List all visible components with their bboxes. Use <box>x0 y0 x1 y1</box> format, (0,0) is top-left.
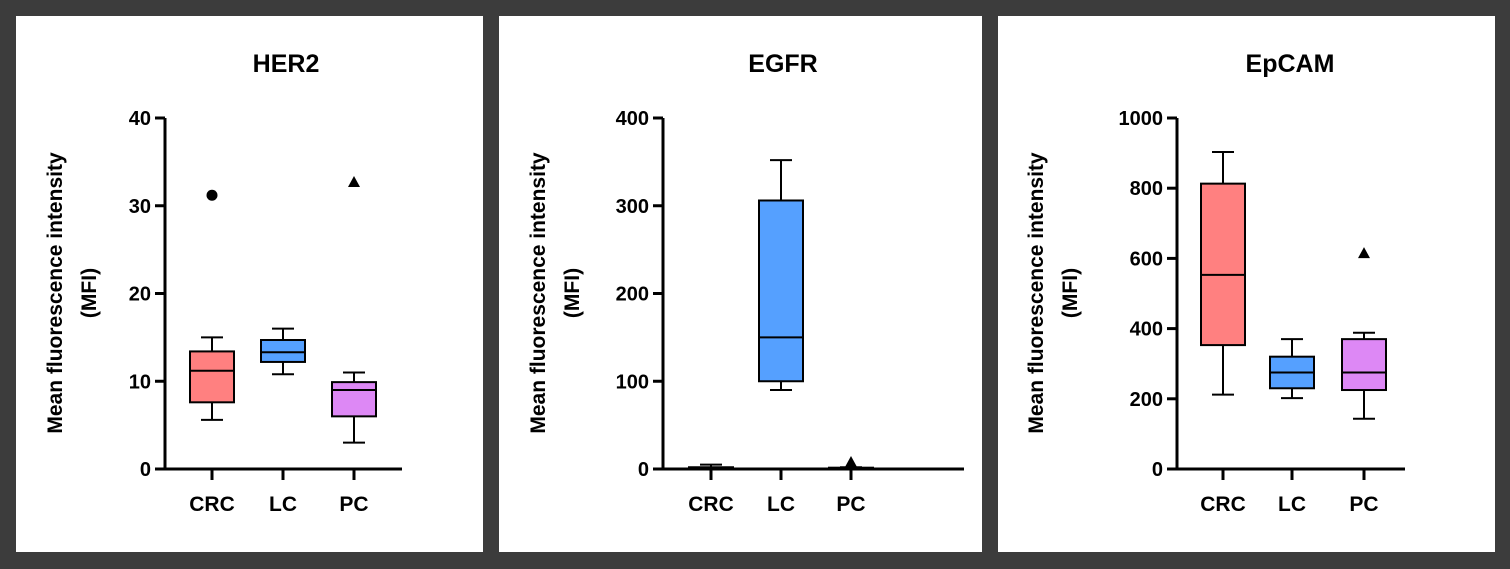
panel-background <box>499 16 982 552</box>
box-iqr <box>189 350 235 404</box>
chart-panel-her2: HER2 Mean fluorescence intensity (MFI) 0 10 2… <box>16 16 483 552</box>
box-iqr <box>758 199 804 383</box>
chart-title: EpCAM <box>1246 50 1335 78</box>
y-tick-label: 0 <box>1152 459 1163 481</box>
box-crc <box>1200 151 1246 396</box>
x-tick-label: PC <box>1349 493 1378 516</box>
box-pc <box>1341 247 1387 420</box>
box-pc <box>331 176 377 444</box>
box-lc <box>260 327 306 376</box>
x-tick-label: LC <box>269 493 297 516</box>
x-tick-label: CRC <box>189 493 235 516</box>
y-tick-label: 30 <box>129 196 151 218</box>
outlier-point <box>845 455 857 467</box>
y-axis-label-unit: (MFI) <box>78 268 101 318</box>
x-tick-label: LC <box>767 493 795 516</box>
chart-panel-egfr: EGFR Mean fluorescence intensity (MFI) 0 100… <box>499 16 982 552</box>
chart-title: HER2 <box>253 50 320 78</box>
y-tick-label: 800 <box>1130 178 1163 200</box>
y-tick-label: 1000 <box>1119 108 1164 130</box>
y-tick-label: 400 <box>1130 319 1163 341</box>
chart-title: EGFR <box>748 50 817 78</box>
y-tick-label: 400 <box>616 108 649 130</box>
box-iqr <box>260 339 306 363</box>
y-axis-label: Mean fluorescence intensity <box>44 152 67 434</box>
y-tick-label: 300 <box>616 196 649 218</box>
y-axis-label-unit: (MFI) <box>1059 268 1082 318</box>
y-tick-label: 600 <box>1130 248 1163 270</box>
box-crc <box>189 189 235 421</box>
y-tick-label: 0 <box>638 459 649 481</box>
x-tick-label: CRC <box>1200 493 1246 516</box>
box-pc <box>828 455 874 470</box>
outlier-point <box>206 189 218 201</box>
box-iqr <box>1341 338 1387 392</box>
y-tick-label: 200 <box>616 284 649 306</box>
outlier-point <box>1358 247 1370 259</box>
y-axis-label: Mean fluorescence intensity <box>1025 152 1048 434</box>
y-tick-label: 10 <box>129 371 151 393</box>
box-iqr <box>331 381 377 418</box>
y-axis-label: Mean fluorescence intensity <box>527 152 550 434</box>
y-tick-label: 100 <box>616 371 649 393</box>
y-tick-label: 20 <box>129 284 151 306</box>
y-axis-label-unit: (MFI) <box>561 268 584 318</box>
box-lc <box>758 159 804 392</box>
x-tick-label: PC <box>339 493 368 516</box>
outlier-point <box>348 176 360 188</box>
box-crc <box>688 463 734 470</box>
panel-background <box>16 16 483 552</box>
y-tick-label: 200 <box>1130 389 1163 411</box>
chart-panel-epcam: EpCAM Mean fluorescence intensity (MFI) 0 20… <box>998 16 1495 552</box>
y-tick-label: 0 <box>140 459 151 481</box>
x-tick-label: CRC <box>688 493 734 516</box>
y-tick-label: 40 <box>129 108 151 130</box>
box-iqr <box>1200 182 1246 347</box>
box-lc <box>1269 338 1315 400</box>
x-tick-label: PC <box>836 493 865 516</box>
x-tick-label: LC <box>1278 493 1306 516</box>
panel-background <box>998 16 1495 552</box>
